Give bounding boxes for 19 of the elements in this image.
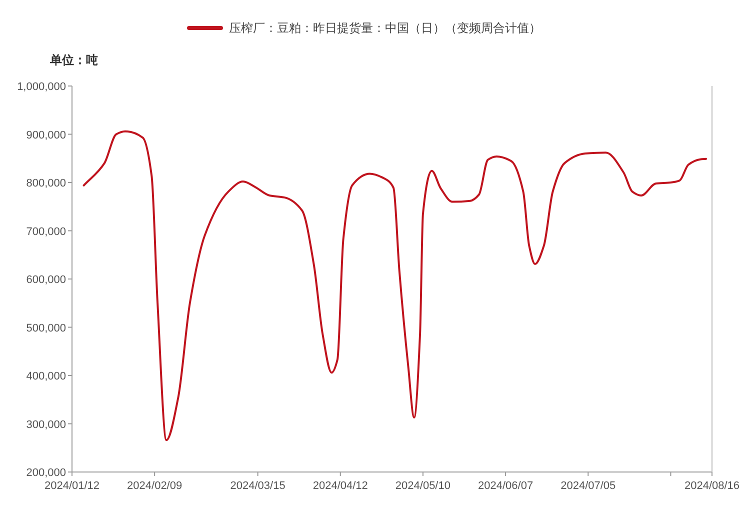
y-tick-label: 200,000: [26, 467, 66, 479]
x-tick-label: 2024/08/16: [684, 480, 740, 492]
y-tick-label: 1,000,000: [17, 81, 66, 93]
x-tick-label: 2024/06/07: [478, 480, 534, 492]
y-tick-label: 900,000: [26, 129, 66, 142]
x-tick-label: 2024/03/15: [230, 480, 286, 492]
y-tick-label: 700,000: [26, 226, 66, 238]
y-axis-title: 单位：吨: [49, 53, 98, 67]
x-tick-label: 2024/02/09: [127, 480, 182, 492]
x-tick-label: 2024/01/12: [44, 480, 100, 492]
x-tick-label: 2024/05/10: [395, 480, 450, 492]
y-tick-label: 800,000: [26, 178, 66, 190]
x-tick-label: 2024/07/05: [560, 480, 616, 492]
x-tick-label: 2024/04/12: [312, 480, 368, 492]
legend: 压榨厂：豆粕：昨日提货量：中国（日）（变频周合计值）: [187, 21, 541, 35]
y-tick-label: 600,000: [26, 274, 66, 286]
y-tick-label: 300,000: [26, 418, 66, 431]
y-tick-label: 400,000: [26, 370, 66, 382]
y-tick-label: 500,000: [26, 322, 66, 334]
